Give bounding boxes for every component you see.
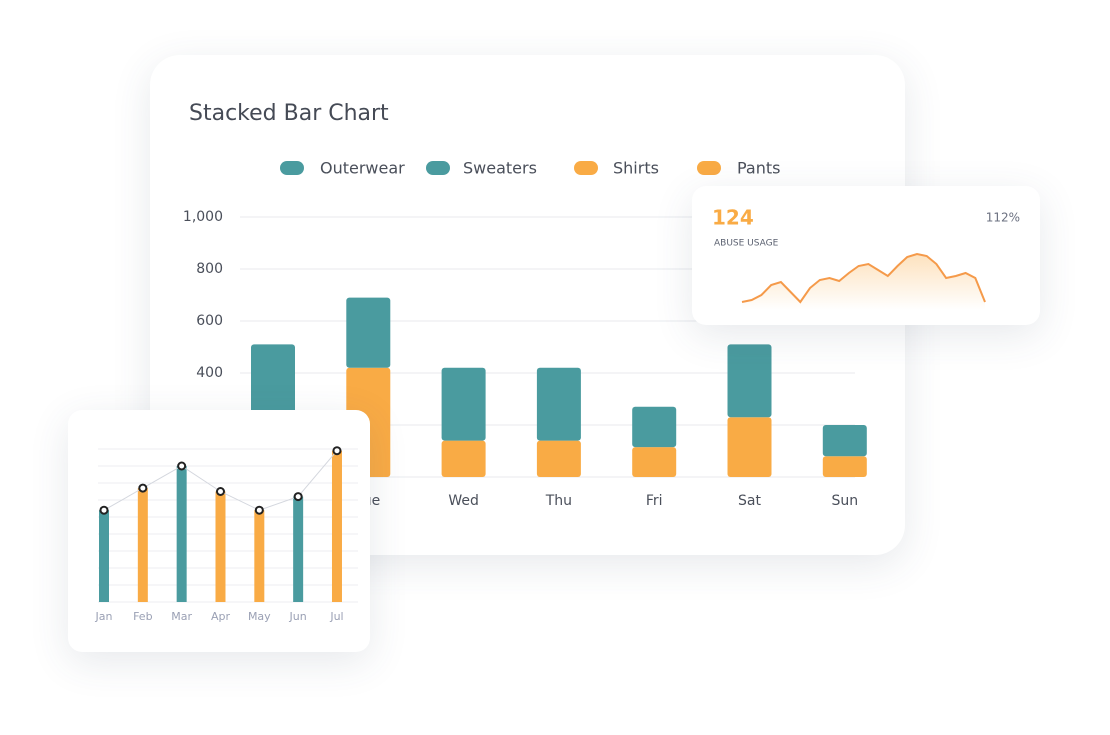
legend-label: Outerwear	[320, 159, 405, 178]
chart: Jan Feb Mar Apr May Jun Jul	[95, 446, 358, 623]
bar-segment	[632, 406, 677, 448]
x-tick-label: Fri	[646, 493, 663, 509]
point	[177, 461, 187, 471]
point	[99, 505, 109, 515]
bar-segment	[822, 425, 867, 457]
bar-segment	[441, 367, 486, 441]
kpi-change: 112%	[986, 211, 1020, 225]
legend-label: Shirts	[613, 159, 659, 178]
chart-title: Stacked Bar Chart	[189, 101, 389, 126]
x-tick-label: May	[248, 610, 271, 623]
bar	[99, 510, 109, 602]
legend-swatch	[280, 161, 304, 175]
legend-label: Sweaters	[463, 159, 537, 178]
bar	[293, 496, 304, 602]
x-tick-label: Thu	[545, 493, 572, 509]
legend-swatch	[574, 161, 598, 175]
x-tick-label: Sun	[831, 493, 858, 509]
x-tick-label: Jun	[289, 610, 307, 623]
point	[215, 487, 225, 496]
bar	[215, 491, 226, 602]
x-tick-label: Sat	[738, 493, 761, 509]
point	[138, 483, 148, 493]
bar-segment	[251, 344, 295, 425]
kpi-label: ABUSE USAGE	[714, 239, 779, 249]
point	[254, 505, 264, 515]
legend-swatch	[426, 161, 450, 175]
y-tick-label: 400	[196, 365, 223, 381]
kpi-card: 124 ABUSE USAGE 112%	[692, 186, 1040, 325]
bar	[331, 450, 342, 602]
bar	[176, 466, 187, 602]
legend-label: Pants	[737, 159, 780, 178]
bar-segment	[346, 297, 391, 368]
point	[293, 492, 303, 502]
y-tick-label: 600	[196, 313, 223, 329]
bar-segment	[632, 447, 677, 477]
x-tick-label: Apr	[211, 610, 231, 623]
y-tick-label: 800	[196, 261, 223, 277]
x-tick-label: Mar	[171, 610, 192, 623]
x-tick-label: Jul	[329, 610, 343, 623]
x-tick-label: Feb	[133, 610, 152, 623]
chart: 124 ABUSE USAGE 112%	[712, 206, 1020, 310]
bar-segment	[822, 456, 867, 477]
monthly-bar-card: Jan Feb Mar Apr May Jun Jul	[68, 410, 370, 652]
bar-segment	[536, 440, 581, 477]
area	[742, 254, 985, 310]
line	[741, 252, 986, 304]
point	[332, 446, 342, 456]
bar-segment	[727, 344, 772, 418]
legend-swatch	[697, 161, 721, 175]
bar	[137, 488, 148, 602]
kpi-value: 124	[712, 206, 754, 230]
y-tick-label: 1,000	[183, 209, 223, 225]
x-tick-label: Jan	[95, 610, 113, 623]
bar-segment	[441, 440, 486, 477]
bar-segment	[727, 417, 772, 477]
bar	[254, 510, 265, 602]
x-tick-label: Wed	[448, 493, 479, 509]
bar-segment	[536, 367, 581, 441]
